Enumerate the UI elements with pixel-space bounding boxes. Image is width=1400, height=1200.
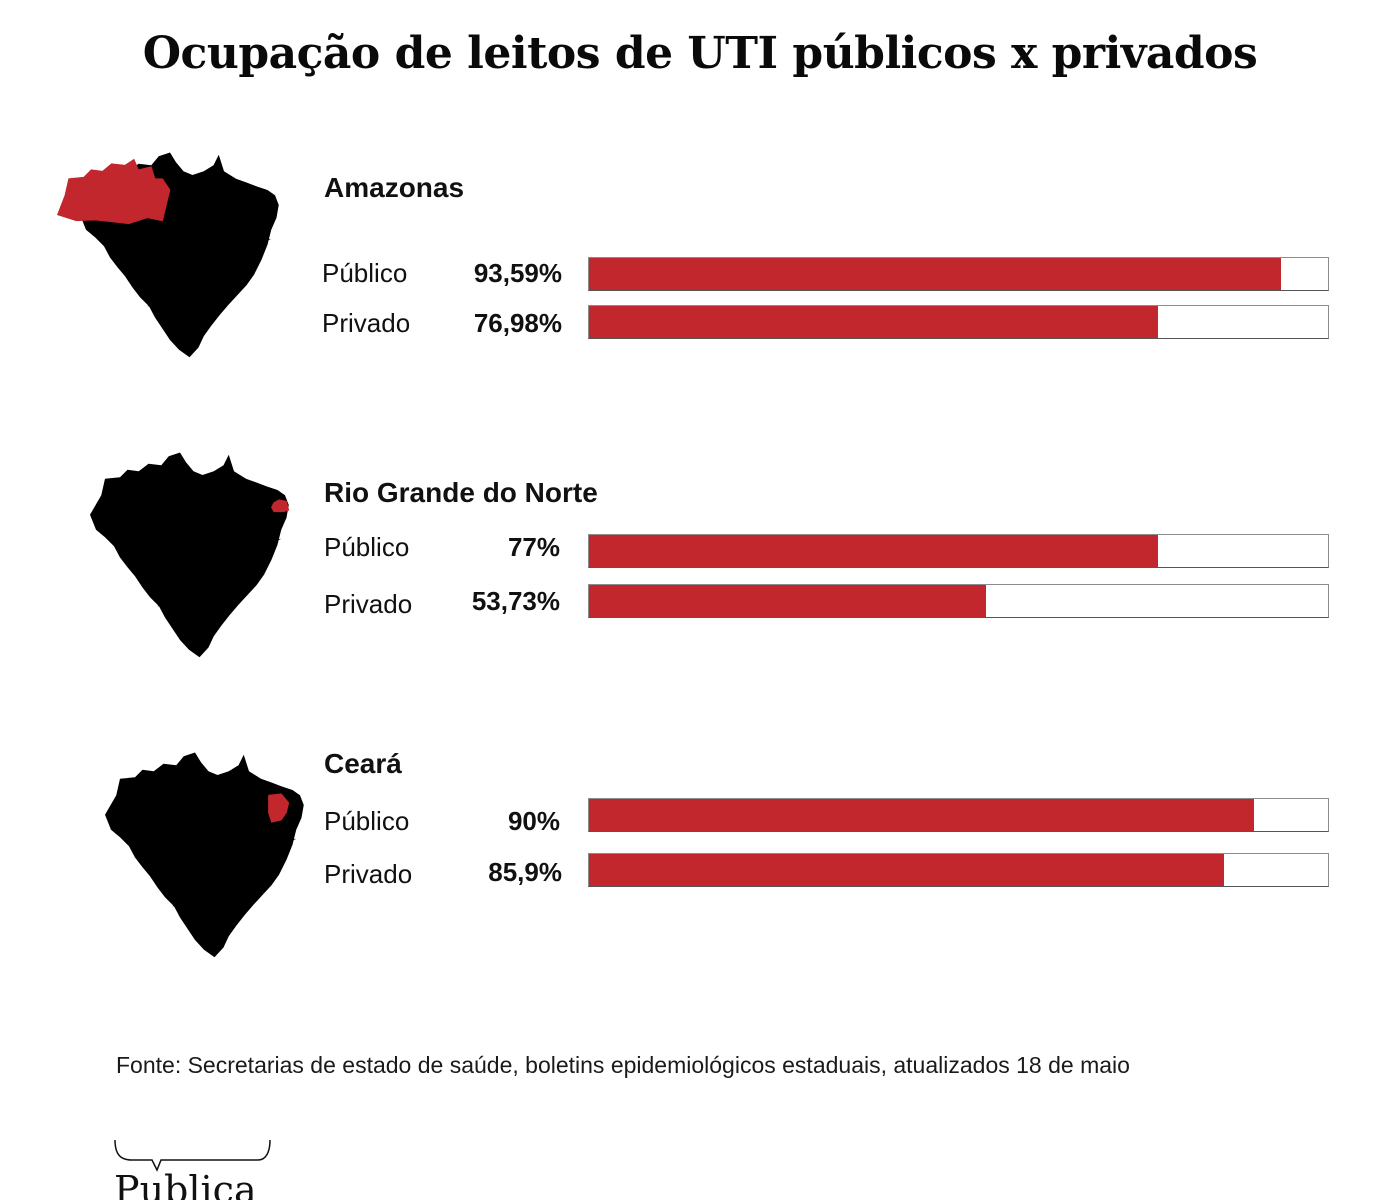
row-value-publico: 93,59%	[473, 258, 562, 288]
brazil-map-rio-grande-do-norte-highlighted	[90, 452, 290, 658]
row-label-publico: Público	[322, 258, 408, 288]
state-name: Amazonas	[324, 172, 465, 203]
state-name: Ceará	[324, 748, 402, 779]
speech-bracket-icon	[114, 1139, 271, 1172]
source-note: Fonte: Secretarias de estado de saúde, b…	[116, 1052, 1130, 1078]
row-label-publico: Público	[324, 806, 410, 836]
bar-track-publico	[588, 798, 1329, 832]
row-value-publico: 77%	[507, 532, 560, 562]
row-value-privado: 76,98%	[473, 308, 562, 338]
bar-fill-privado	[589, 854, 1224, 886]
publica-logo: Publica	[110, 1138, 275, 1200]
row-label-privado: Privado	[324, 859, 413, 889]
row-value-privado: 53,73%	[471, 586, 560, 616]
row-label-publico: Público	[324, 532, 410, 562]
bar-track-publico	[588, 257, 1329, 291]
bar-fill-privado	[589, 585, 987, 617]
logo-text: Publica	[114, 1168, 257, 1200]
bar-track-privado	[588, 853, 1329, 887]
row-label-privado: Privado	[322, 308, 411, 338]
row-label-privado: Privado	[324, 589, 413, 619]
bar-track-privado	[588, 584, 1329, 618]
bar-fill-privado	[589, 306, 1158, 338]
bar-fill-publico	[589, 535, 1159, 567]
brazil-map-ceara-highlighted	[105, 752, 304, 958]
brazil-map-amazonas-highlighted	[57, 152, 279, 358]
row-value-privado: 85,9%	[488, 857, 562, 887]
bar-fill-publico	[589, 258, 1281, 290]
row-value-publico: 90%	[507, 806, 560, 836]
state-name: Rio Grande do Norte	[324, 477, 598, 508]
bar-track-publico	[588, 534, 1329, 568]
bar-fill-publico	[589, 799, 1255, 831]
chart-title: Ocupação de leitos de UTI públicos x pri…	[142, 28, 1258, 79]
bar-track-privado	[588, 305, 1329, 339]
